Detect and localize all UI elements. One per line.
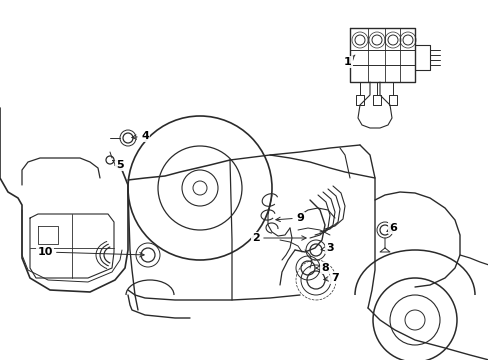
Text: 9: 9 [275,213,304,223]
Text: 1: 1 [344,55,354,67]
Text: 4: 4 [132,131,149,141]
Text: 3: 3 [321,243,333,253]
Text: 10: 10 [37,247,144,257]
Text: 7: 7 [323,273,338,283]
Text: 2: 2 [252,233,305,243]
Text: 5: 5 [112,160,123,170]
Text: 8: 8 [315,263,328,273]
Text: 6: 6 [386,223,396,233]
